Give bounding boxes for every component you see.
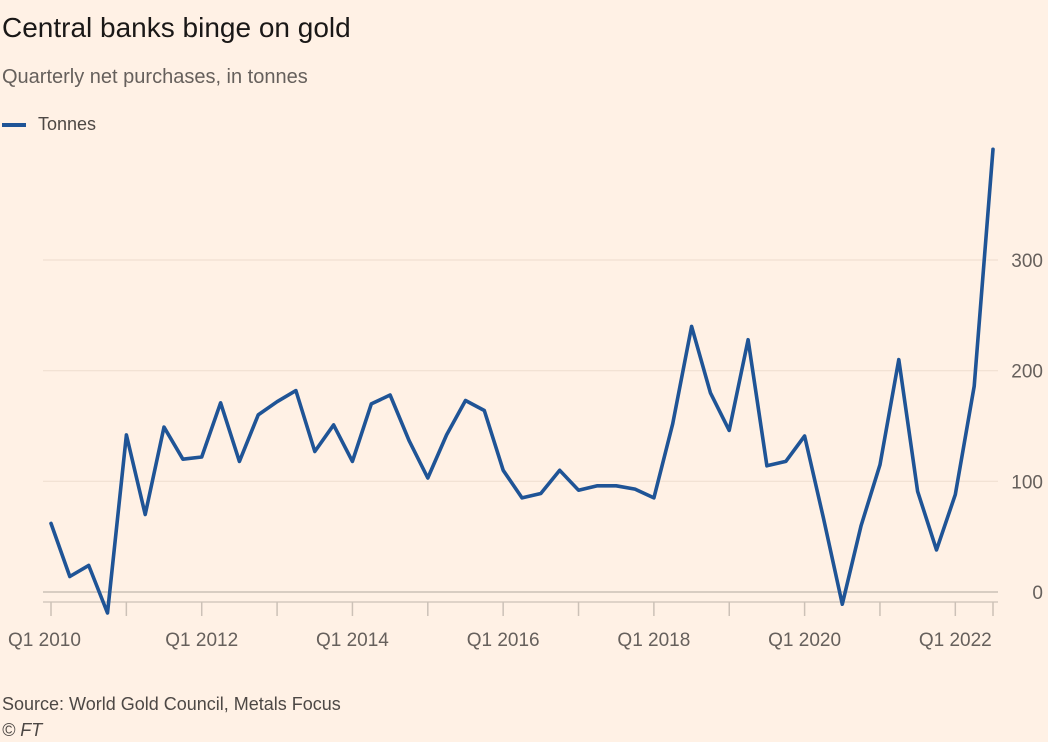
y-tick-label: 0 (1032, 583, 1043, 604)
source-note: Source: World Gold Council, Metals Focus (2, 694, 341, 714)
copyright: © FT (2, 720, 43, 740)
series-line-tonnes (49, 147, 995, 615)
y-tick-label: 100 (1011, 472, 1043, 493)
x-tick-label: Q1 2010 (8, 630, 81, 651)
x-tick-label: Q1 2018 (617, 630, 690, 651)
x-tick-label: Q1 2014 (316, 630, 389, 651)
y-tick-label: 200 (1011, 362, 1043, 383)
x-tick-label: Q1 2022 (919, 630, 992, 651)
chart-title: Central banks binge on gold (2, 12, 351, 43)
x-tick-label: Q1 2016 (467, 630, 540, 651)
legend: Tonnes (2, 114, 96, 135)
y-tick-label: 300 (1011, 251, 1043, 272)
x-tick-label: Q1 2020 (768, 630, 841, 651)
x-tick-label: Q1 2012 (165, 630, 238, 651)
legend-swatch (2, 122, 26, 127)
chart-subtitle: Quarterly net purchases, in tonnes (2, 66, 308, 88)
legend-label: Tonnes (38, 114, 97, 134)
